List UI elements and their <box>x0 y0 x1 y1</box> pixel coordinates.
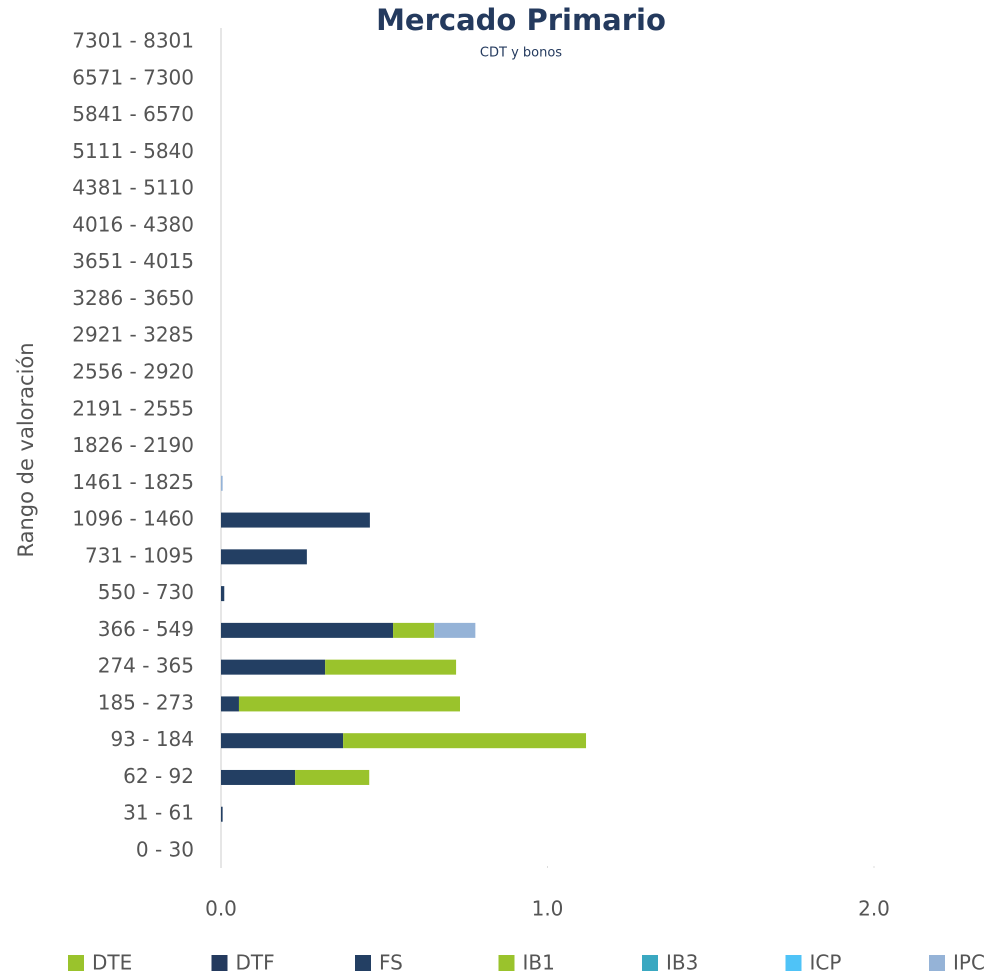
legend-swatch <box>785 955 802 971</box>
bar-segment <box>221 622 394 638</box>
bar-segment <box>221 549 307 565</box>
legend-label: IPC <box>953 951 985 974</box>
y-tick-label: 2921 - 3285 <box>72 323 194 347</box>
y-tick-label: 1461 - 1825 <box>72 470 194 494</box>
y-tick-label: 2556 - 2920 <box>72 359 194 383</box>
y-tick-label: 93 - 184 <box>110 727 194 751</box>
x-tick-label: 0.0 <box>205 897 237 921</box>
y-tick-label: 550 - 730 <box>98 580 194 604</box>
legend-label: ICP <box>810 951 842 974</box>
y-tick-label: 1826 - 2190 <box>72 433 194 457</box>
y-tick-label: 4381 - 5110 <box>72 176 194 200</box>
bar-segment <box>221 586 225 602</box>
y-tick-label: 185 - 273 <box>98 690 194 714</box>
y-tick-label: 0 - 30 <box>136 838 194 862</box>
y-tick-label: 4016 - 4380 <box>72 212 194 236</box>
bar-segment <box>221 696 239 712</box>
legend-label: IB3 <box>666 951 698 974</box>
chart-subtitle: CDT y bonos <box>480 46 562 61</box>
y-tick-label: 7301 - 8301 <box>72 29 194 53</box>
y-tick-label: 2191 - 2555 <box>72 396 194 420</box>
legend-swatch <box>211 955 228 971</box>
legend-swatch <box>68 955 84 971</box>
y-tick-label: 6571 - 7300 <box>72 65 194 89</box>
legend-swatch <box>642 955 658 971</box>
y-tick-label: 3651 - 4015 <box>72 249 194 273</box>
legend-label: IB1 <box>523 951 555 974</box>
legend-swatch <box>355 955 371 971</box>
y-tick-label: 274 - 365 <box>98 654 194 678</box>
chart-title: Mercado Primario <box>376 3 666 37</box>
bar-segment <box>221 659 326 675</box>
bar-segment <box>295 769 370 785</box>
bar-segment <box>221 733 344 749</box>
bar-segment <box>221 769 296 785</box>
y-tick-label: 5841 - 6570 <box>72 102 194 126</box>
y-axis-label: Rango de valoración <box>14 342 38 557</box>
y-tick-label: 5111 - 5840 <box>72 139 194 163</box>
bar-segment <box>434 622 476 638</box>
legend-label: DTF <box>236 951 275 974</box>
x-tick-label: 1.0 <box>532 897 564 921</box>
bar-segment <box>221 806 223 822</box>
bar-segment <box>325 659 457 675</box>
y-tick-label: 62 - 92 <box>123 764 194 788</box>
y-tick-label: 731 - 1095 <box>85 543 194 567</box>
bar-segment <box>343 733 587 749</box>
legend-label: FS <box>379 951 403 974</box>
legend-swatch <box>498 955 515 971</box>
legend-swatch <box>929 955 945 971</box>
x-tick-label: 2.0 <box>858 897 890 921</box>
y-tick-label: 31 - 61 <box>123 801 194 825</box>
bar-segment <box>221 512 370 528</box>
y-tick-label: 3286 - 3650 <box>72 286 194 310</box>
y-tick-label: 1096 - 1460 <box>72 507 194 531</box>
bar-segment <box>238 696 460 712</box>
legend-label: DTE <box>92 951 132 974</box>
bar-segment <box>221 475 223 491</box>
y-tick-label: 366 - 549 <box>98 617 194 641</box>
bar-segment <box>393 622 435 638</box>
